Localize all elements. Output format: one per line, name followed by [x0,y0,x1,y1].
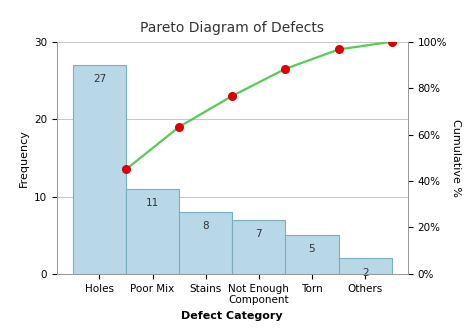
Text: 2: 2 [362,268,368,278]
Bar [73,65,126,274]
Bar [338,259,392,274]
Text: □: □ [447,11,455,20]
X-axis label: Defect Category: Defect Category [182,311,283,321]
Text: 8: 8 [202,221,209,231]
Bar [232,220,285,274]
Text: 5: 5 [309,244,315,255]
Text: _: _ [439,11,444,20]
Y-axis label: Frequency: Frequency [18,129,28,187]
Y-axis label: Cumulative %: Cumulative % [451,119,461,197]
Text: 11: 11 [146,198,159,208]
Text: ×: × [456,11,464,20]
Bar [179,212,232,274]
Text: Form1: Form1 [12,12,46,22]
Bar [126,189,179,274]
Text: 7: 7 [255,229,262,239]
Text: Pareto Diagram of Defects: Pareto Diagram of Defects [140,21,324,35]
Bar [285,235,338,274]
Text: 27: 27 [93,74,106,84]
